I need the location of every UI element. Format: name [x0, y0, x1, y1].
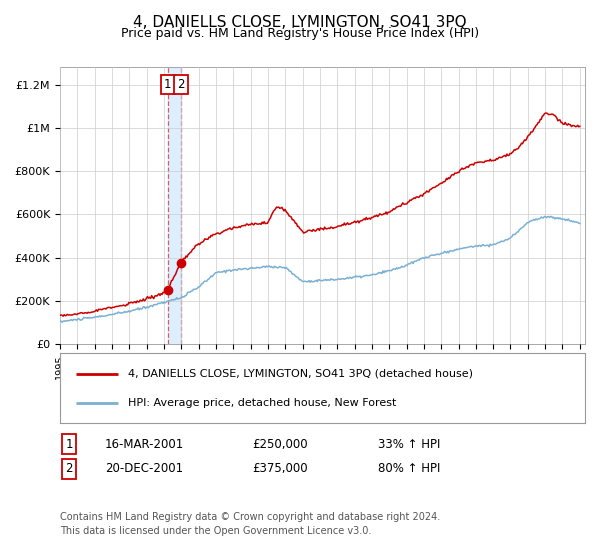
- Text: Price paid vs. HM Land Registry's House Price Index (HPI): Price paid vs. HM Land Registry's House …: [121, 27, 479, 40]
- Text: 33% ↑ HPI: 33% ↑ HPI: [378, 437, 440, 451]
- Text: 1: 1: [164, 78, 172, 91]
- Text: 20-DEC-2001: 20-DEC-2001: [105, 462, 183, 475]
- Text: 2: 2: [177, 78, 185, 91]
- Text: £250,000: £250,000: [252, 437, 308, 451]
- Text: 4, DANIELLS CLOSE, LYMINGTON, SO41 3PQ (detached house): 4, DANIELLS CLOSE, LYMINGTON, SO41 3PQ (…: [128, 369, 473, 379]
- Text: HPI: Average price, detached house, New Forest: HPI: Average price, detached house, New …: [128, 398, 397, 408]
- Text: 4, DANIELLS CLOSE, LYMINGTON, SO41 3PQ: 4, DANIELLS CLOSE, LYMINGTON, SO41 3PQ: [133, 15, 467, 30]
- Bar: [167, 67, 181, 344]
- Text: 1: 1: [65, 437, 73, 451]
- Text: Contains HM Land Registry data © Crown copyright and database right 2024.
This d: Contains HM Land Registry data © Crown c…: [60, 512, 440, 536]
- Text: 16-MAR-2001: 16-MAR-2001: [105, 437, 184, 451]
- Text: 80% ↑ HPI: 80% ↑ HPI: [378, 462, 440, 475]
- Text: 2: 2: [65, 462, 73, 475]
- Text: £375,000: £375,000: [252, 462, 308, 475]
